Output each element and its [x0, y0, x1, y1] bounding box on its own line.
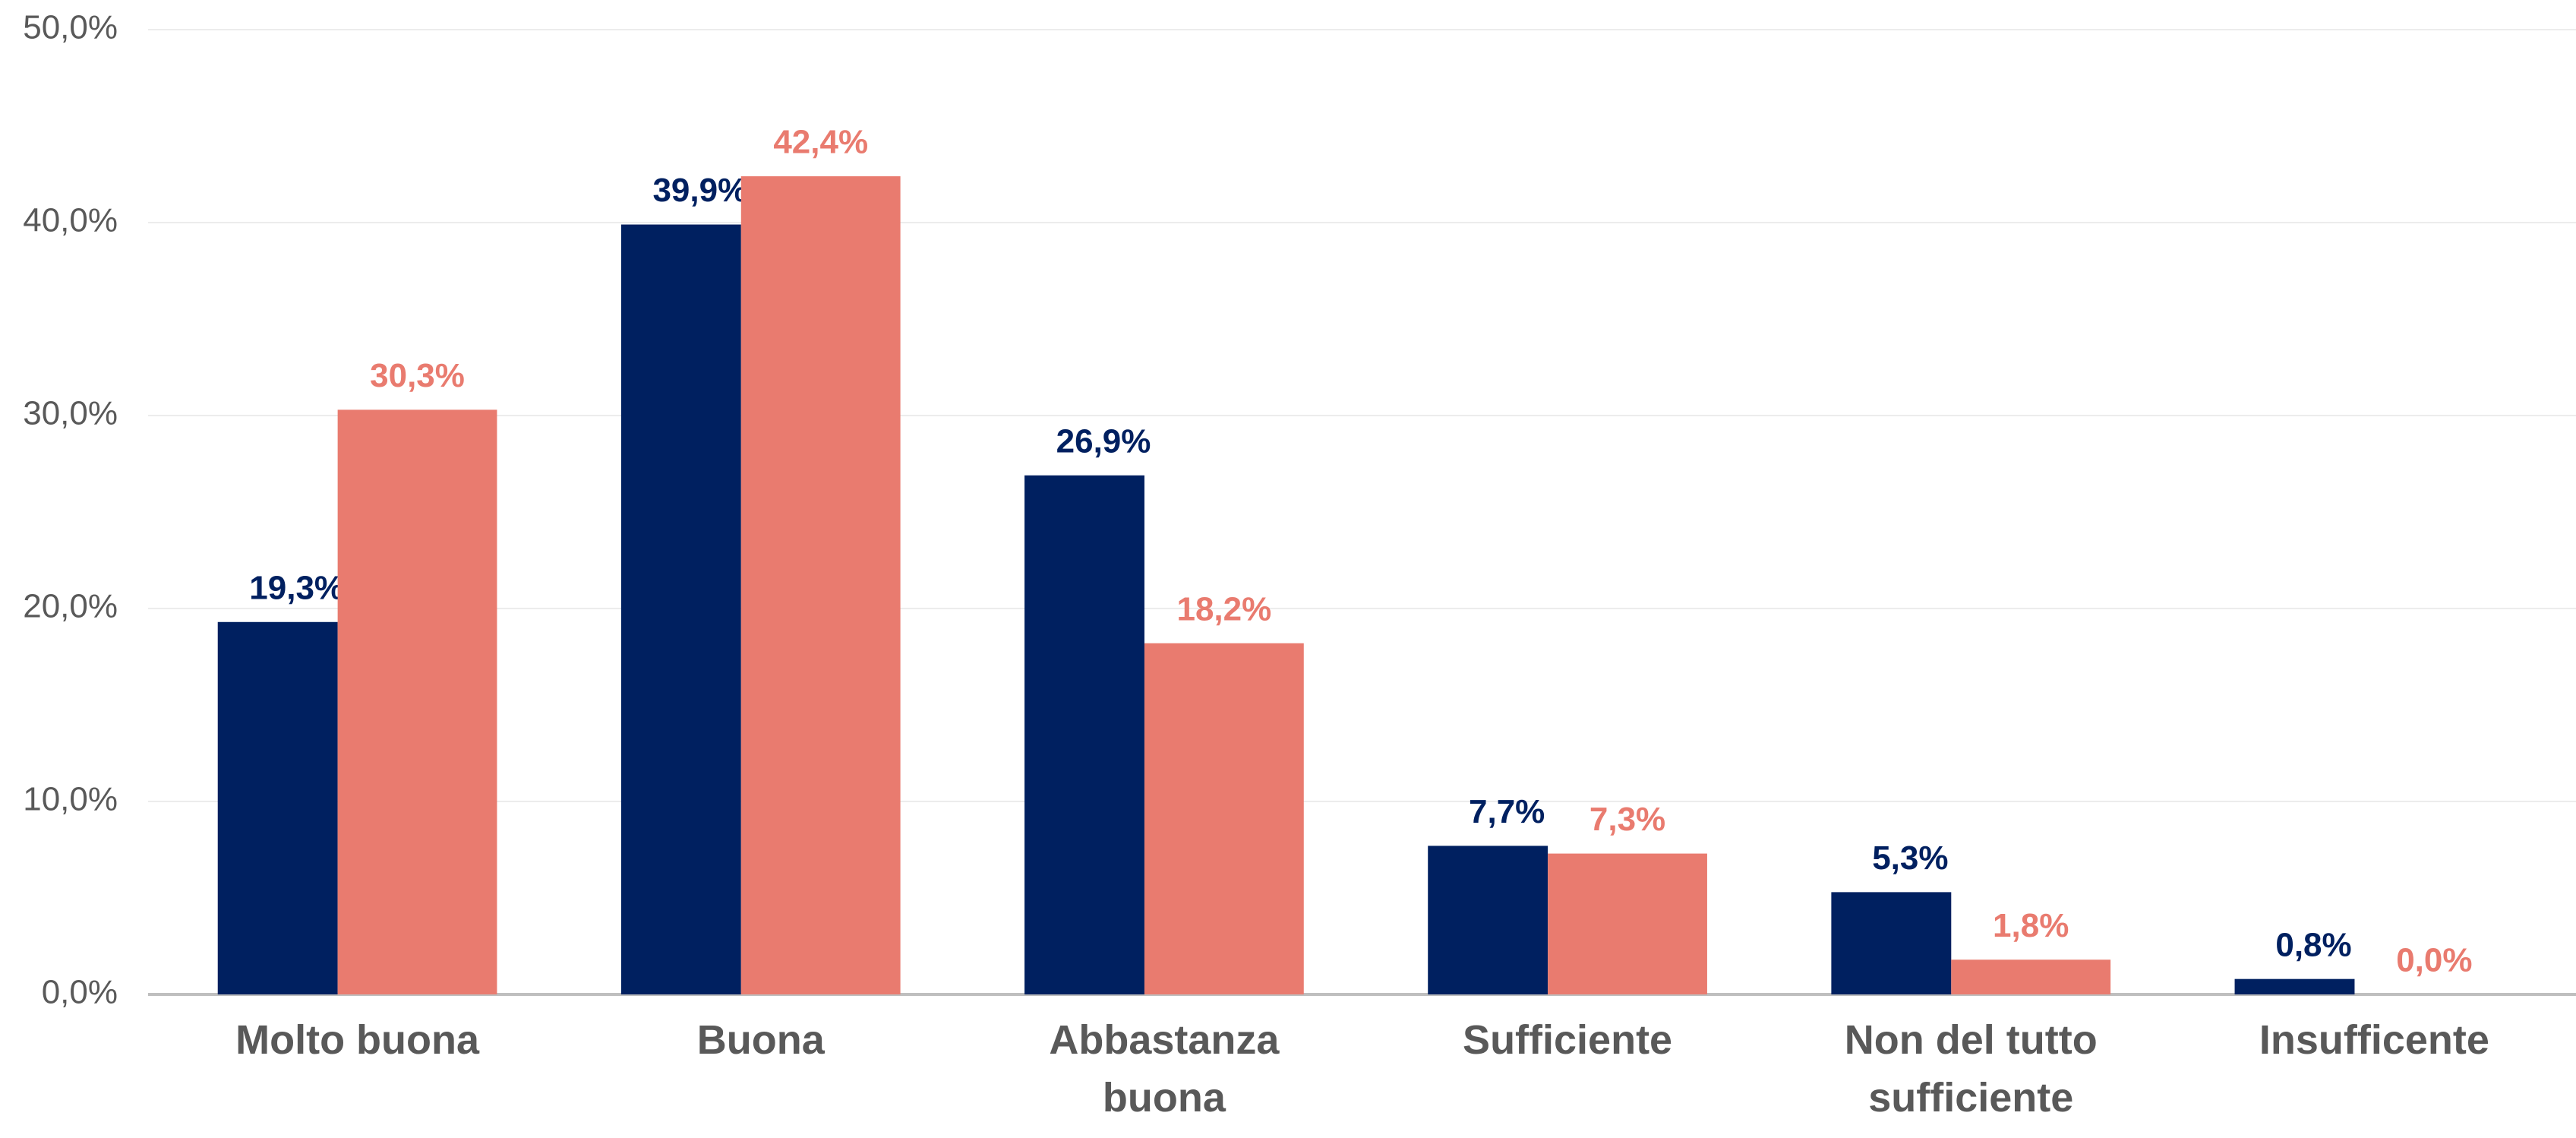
bar [217, 621, 338, 994]
x-tick-label: Molto buona [235, 1017, 480, 1063]
y-tick-label: 0,0% [42, 974, 118, 1011]
bar [337, 409, 497, 994]
y-tick-label: 40,0% [23, 202, 118, 239]
data-label: 0,8% [2275, 926, 2351, 963]
data-label: 42,4% [773, 124, 868, 161]
data-label: 0,0% [2396, 942, 2472, 979]
data-label: 18,2% [1176, 590, 1271, 627]
bar [620, 224, 741, 994]
y-tick-label: 50,0% [23, 9, 118, 46]
bar [1951, 959, 2111, 994]
bar [1144, 643, 1304, 994]
x-tick-label: Non del tutto sufficiente [1844, 1017, 2098, 1121]
data-label: 30,3% [370, 357, 465, 394]
x-tick-label: Sufficiente [1463, 1017, 1673, 1063]
bar [740, 176, 901, 994]
bar [1548, 853, 1707, 994]
y-tick-label: 30,0% [23, 395, 118, 432]
data-label: 7,7% [1469, 793, 1545, 830]
x-tick-label: Insufficente [2259, 1017, 2489, 1063]
data-label: 7,3% [1589, 801, 1665, 838]
data-label: 26,9% [1056, 422, 1151, 460]
data-label: 19,3% [249, 569, 344, 606]
data-label: 1,8% [1993, 907, 2069, 944]
data-label: 5,3% [1872, 839, 1948, 877]
x-tick-label: Abbastanza buona [1049, 1017, 1280, 1121]
bar [1831, 892, 1952, 994]
x-tick-label: Buona [696, 1017, 825, 1063]
y-tick-label: 10,0% [23, 781, 118, 818]
bar [1428, 846, 1548, 994]
data-label: 39,9% [652, 172, 747, 209]
bar [1024, 475, 1144, 994]
y-tick-label: 20,0% [23, 588, 118, 625]
bar [2234, 978, 2355, 994]
